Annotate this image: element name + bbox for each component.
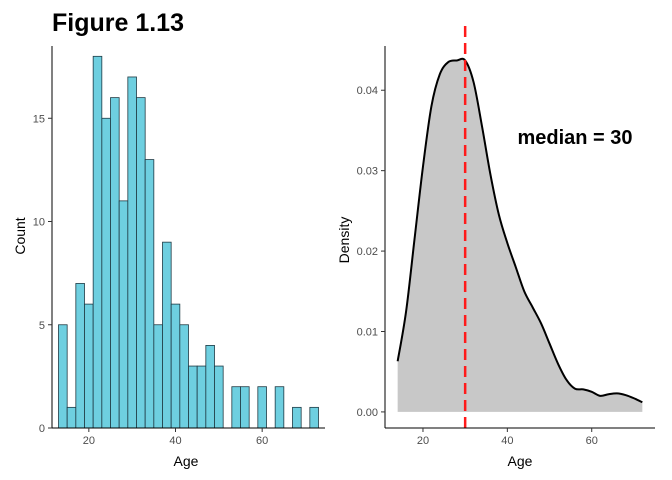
histogram-bars [58,55,319,429]
histogram-bar [84,303,94,429]
x-tick-label: 20 [83,435,95,447]
histogram-bar [205,345,215,429]
histogram-bar [153,324,163,429]
histogram-x-axis-title: Age [174,453,199,469]
density-x-axis-title: Age [508,453,533,469]
histogram-bar [231,386,241,429]
histogram-bar [196,365,207,429]
median-annotation: median = 30 [517,127,632,149]
histogram-y-ticks: 0 5 10 15 [33,113,52,435]
histogram-bar [309,406,319,429]
y-tick-label: 15 [33,113,45,125]
density-y-ticks: 0.00 0.01 0.02 0.03 0.04 [357,85,385,419]
histogram-bar [66,406,77,429]
density-area [397,58,643,412]
x-tick-label: 40 [169,435,181,447]
histogram-bar [188,365,198,429]
density-y-axis-title: Density [336,217,352,264]
y-tick-label: 0 [39,423,45,435]
histogram-y-axis-title: Count [12,217,28,254]
density-panel: 20 40 60 0.000.010.020.030.04 median = 30 … [336,26,655,469]
histogram-bar [257,386,267,429]
density-x-ticks: 20 40 60 [417,428,598,447]
y-tick-label: 0.01 [357,326,378,338]
histogram-panel: 20 40 60 0 5 10 15 Age Count [12,46,325,469]
y-tick-label: 5 [39,320,45,332]
histogram-bar [274,386,285,429]
x-tick-label: 60 [256,435,268,447]
histogram-bar [179,324,189,429]
y-tick-label: 0.00 [357,407,378,419]
x-tick-label: 40 [501,435,513,447]
histogram-bar [170,303,181,429]
histogram-bar [110,97,120,429]
histogram-bar [127,76,137,429]
histogram-x-ticks: 20 40 60 [83,428,268,447]
histogram-bar [214,365,224,429]
histogram-bar [75,283,85,429]
y-tick-label: 0.03 [357,166,378,178]
histogram-bar [118,200,129,429]
y-tick-label: 0.02 [357,246,378,258]
histogram-bar [136,97,146,429]
y-tick-label: 10 [33,217,45,229]
x-tick-label: 60 [586,435,598,447]
x-tick-label: 20 [417,435,429,447]
histogram-bar [292,406,302,429]
figure-title: Figure 1.13 [52,9,184,37]
y-tick-label: 0.04 [357,85,378,97]
histogram-bar [162,241,172,429]
histogram-bar [92,55,103,429]
histogram-bar [144,159,155,429]
histogram-bar [58,324,68,429]
density-line [396,57,643,404]
histogram-bar [101,117,111,429]
histogram-bar [240,386,250,429]
